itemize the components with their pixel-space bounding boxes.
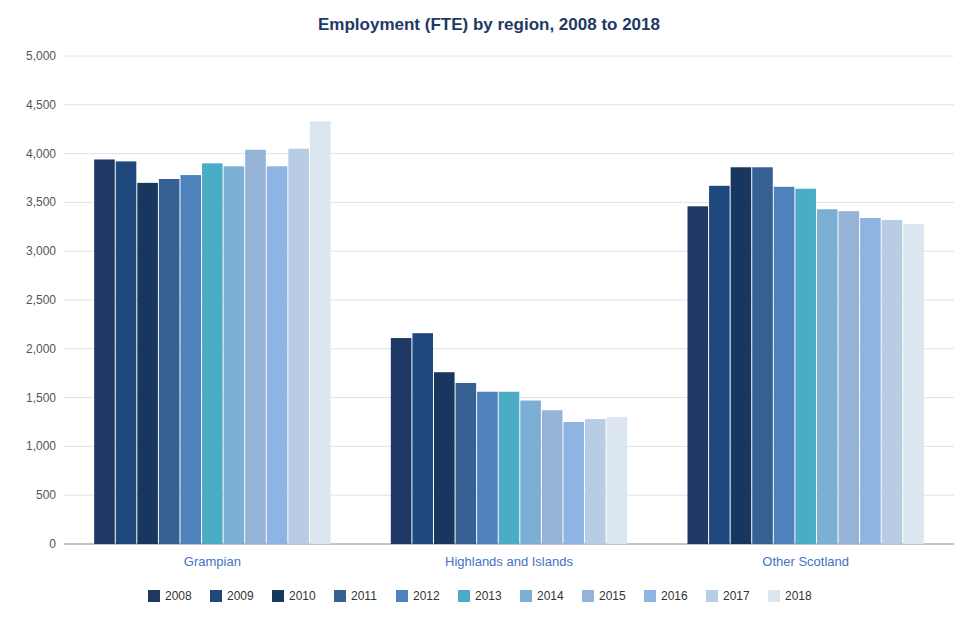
bar: [520, 401, 541, 544]
bar: [499, 392, 520, 544]
legend-swatch: [210, 590, 222, 602]
bar: [94, 159, 115, 544]
bar: [180, 175, 201, 544]
bar: [585, 419, 606, 544]
y-tick-label: 500: [36, 488, 56, 502]
chart: Employment (FTE) by region, 2008 to 2018…: [0, 0, 978, 640]
bar: [839, 211, 860, 544]
legend-label: 2017: [723, 589, 750, 603]
bar: [477, 392, 498, 544]
y-tick-label: 2,000: [26, 342, 56, 356]
bar: [709, 186, 730, 544]
legend-swatch: [644, 590, 656, 602]
title: Employment (FTE) by region, 2008 to 2018: [318, 15, 660, 34]
legend-label: 2008: [165, 589, 192, 603]
bar: [731, 167, 752, 544]
bar: [903, 224, 924, 544]
y-tick-label: 4,500: [26, 98, 56, 112]
y-tick-label: 3,000: [26, 244, 56, 258]
y-tick-label: 5,000: [26, 49, 56, 63]
y-tick-label: 1,500: [26, 391, 56, 405]
bar: [542, 410, 563, 544]
bar: [795, 189, 816, 544]
bar: [434, 372, 455, 544]
legend-swatch: [582, 590, 594, 602]
bar: [456, 383, 477, 544]
grid-line: [64, 56, 954, 57]
legend-swatch: [396, 590, 408, 602]
legend-swatch: [706, 590, 718, 602]
legend-label: 2016: [661, 589, 688, 603]
bar: [882, 220, 903, 544]
y-tick-label: 3,500: [26, 195, 56, 209]
grid-line: [64, 104, 954, 105]
legend-label: 2010: [289, 589, 316, 603]
grid-line: [64, 153, 954, 154]
bar: [202, 163, 223, 544]
legend-swatch: [520, 590, 532, 602]
bar: [817, 209, 838, 544]
bar: [288, 149, 309, 544]
legend-label: 2015: [599, 589, 626, 603]
legend-label: 2014: [537, 589, 564, 603]
legend-swatch: [334, 590, 346, 602]
legend: 2008 2009 2010 2011 2012 2013 2014 2015 2016 2017…: [148, 589, 812, 603]
y-axis: 0 500 1,000 1,500 2,000 2,500 3,000 3,500 4,000 4…: [26, 49, 56, 551]
bar: [774, 187, 795, 544]
bar: [607, 417, 628, 544]
x-tick-label: Grampian: [184, 554, 241, 569]
legend-swatch: [768, 590, 780, 602]
bar: [159, 179, 180, 544]
y-tick-label: 0: [49, 537, 56, 551]
bar: [245, 150, 266, 544]
legend-label: 2011: [351, 589, 377, 603]
legend-label: 2013: [475, 589, 502, 603]
legend-label: 2018: [785, 589, 812, 603]
bars: [94, 121, 924, 544]
bar: [224, 166, 245, 544]
legend-label: 2012: [413, 589, 440, 603]
legend-swatch: [458, 590, 470, 602]
bar: [752, 167, 773, 544]
bar: [412, 333, 433, 544]
bar: [391, 338, 412, 544]
x-axis: Grampian Highlands and Islands Other Scotl…: [184, 554, 849, 569]
x-tick-label: Highlands and Islands: [445, 554, 573, 569]
x-tick-label: Other Scotland: [762, 554, 849, 569]
bar: [563, 422, 584, 544]
bar: [116, 161, 137, 544]
y-tick-label: 1,000: [26, 439, 56, 453]
legend-swatch: [148, 590, 160, 602]
bar: [267, 166, 288, 544]
bar: [137, 183, 158, 544]
bar: [310, 121, 331, 544]
bar: [688, 206, 709, 544]
y-tick-label: 2,500: [26, 293, 56, 307]
grid: [64, 56, 954, 544]
bar: [860, 218, 881, 544]
y-tick-label: 4,000: [26, 147, 56, 161]
legend-swatch: [272, 590, 284, 602]
legend-label: 2009: [227, 589, 254, 603]
